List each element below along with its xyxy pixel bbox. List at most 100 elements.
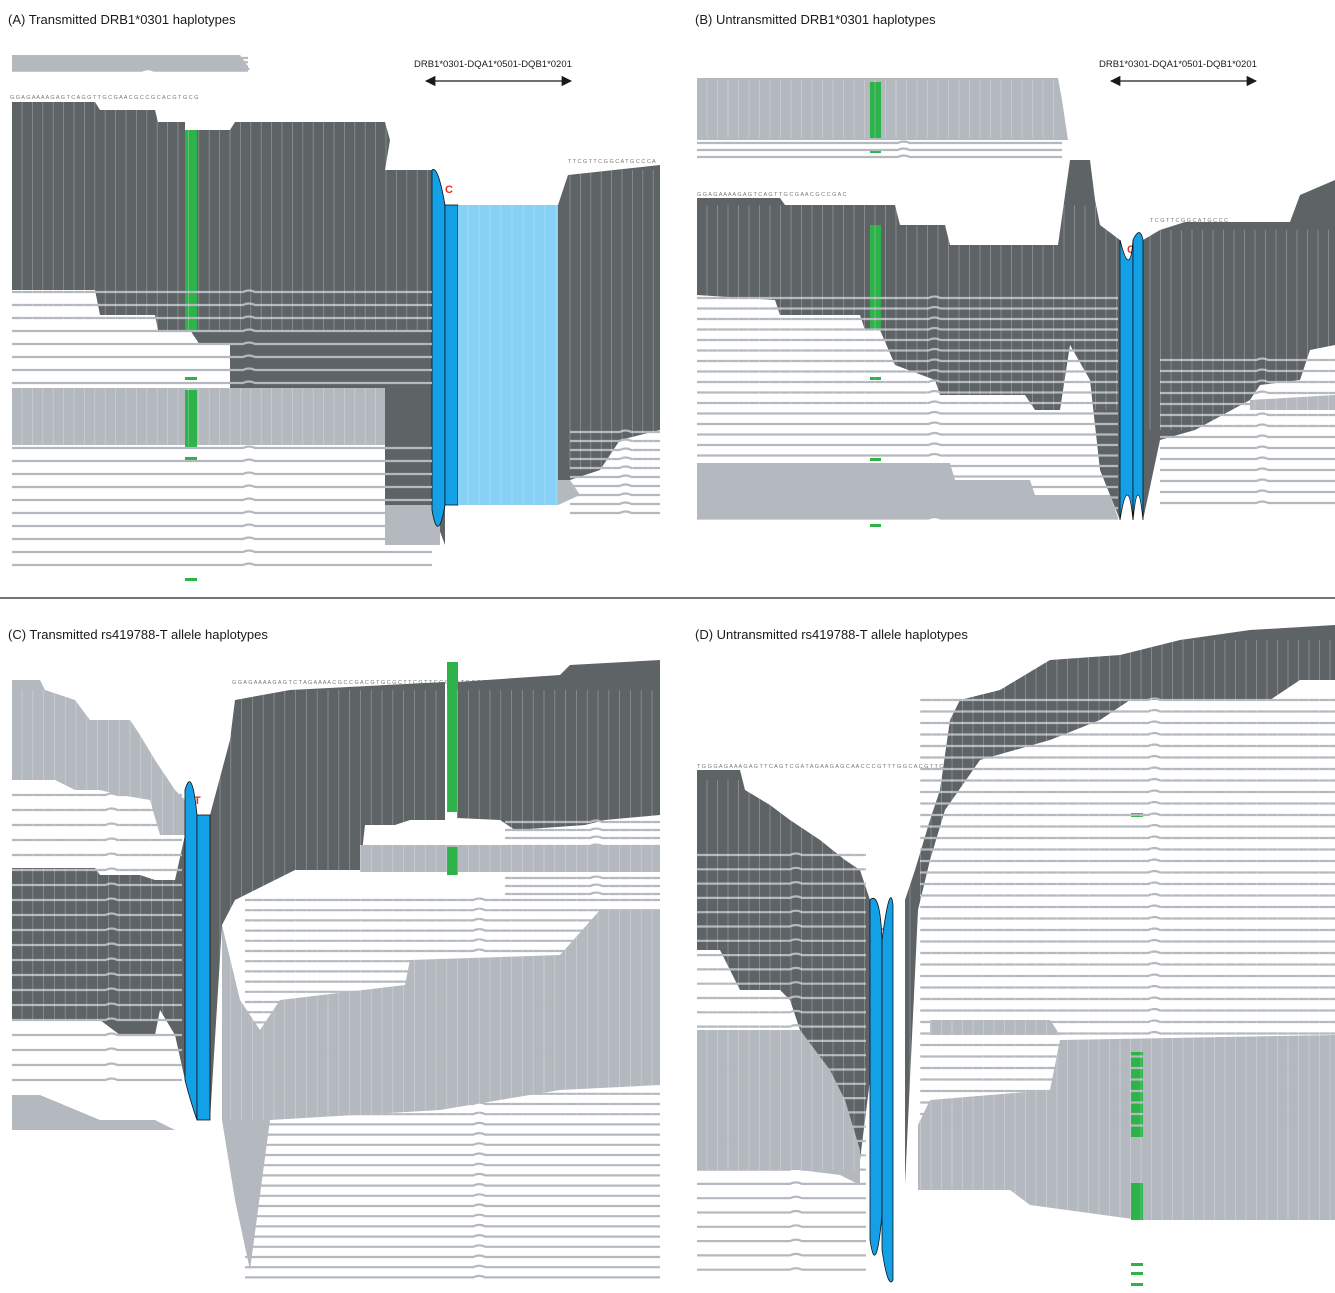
- panel-b-strand: [697, 358, 1118, 363]
- panel-c-strand: [245, 948, 660, 953]
- panel-a-strand: [12, 302, 432, 307]
- panel-b-strand: [697, 484, 1118, 489]
- panel-d-strand: [920, 743, 1335, 748]
- panel-d-strand: [920, 904, 1335, 909]
- panel-b-strand: [697, 421, 1118, 426]
- panel-c-strand: [245, 1091, 660, 1095]
- panel-a-strand: [570, 492, 660, 497]
- panel-b-strand: [697, 463, 1118, 468]
- column-dividers: [21, 80, 1331, 1220]
- panel-a-strand: [570, 447, 660, 452]
- panel-d-strand: [697, 1124, 866, 1128]
- panel-d-strand: [697, 1138, 866, 1143]
- panel-a-bands: [12, 55, 660, 545]
- panel-b-strand: [697, 326, 1118, 331]
- panel-b-strand: [697, 442, 1118, 447]
- panel-d-strand: [920, 996, 1335, 1001]
- panel-d-strand: [920, 869, 1335, 874]
- panel-b-strand: [1160, 467, 1335, 472]
- panel-a-strand: [12, 63, 248, 68]
- panel-a-strand: [12, 315, 432, 320]
- panel-b-sequence-right: T C G T T C G G C A T G C C C: [1150, 218, 1228, 224]
- panel-c-strand: [12, 957, 182, 962]
- panel-c-strand: [245, 968, 660, 973]
- panel-d-strand: [697, 1095, 866, 1100]
- panel-c-strand: [12, 867, 182, 872]
- panel-b-green-marker-2: [870, 225, 881, 330]
- panel-d-strand: [697, 952, 866, 957]
- panel-d-strand: [697, 909, 866, 914]
- panel-d-strand: [697, 966, 866, 971]
- panel-c-sequence-top: G G A G A A A A G A G T C T A G A A A A …: [232, 680, 491, 686]
- panel-c-strand: [245, 928, 660, 932]
- panel-d-strand: [697, 923, 866, 928]
- panel-c-strand: [505, 851, 660, 856]
- panel-a-strand: [12, 341, 432, 346]
- panel-b-strand: [1160, 412, 1335, 417]
- panel-c-strand: [505, 835, 660, 840]
- panel-b-green-marker-1: [870, 82, 881, 138]
- panel-c-title: (C) Transmitted rs419788-T allele haplot…: [8, 627, 268, 642]
- panel-c-bands: [12, 660, 660, 1270]
- panel-d-strand: [920, 1065, 1335, 1070]
- panel-c-strand: [505, 819, 660, 824]
- panel-c-strand: [245, 897, 660, 902]
- panel-c-strand: [245, 917, 660, 922]
- panel-d-strand: [920, 1111, 1335, 1116]
- panel-c-strand: [245, 1101, 660, 1106]
- panel-d-strand: [920, 766, 1335, 771]
- panel-c-strand: [245, 958, 660, 963]
- panel-d-strand: [920, 858, 1335, 863]
- panel-a-strand: [12, 354, 432, 359]
- panel-d-highlight: [869, 897, 894, 1283]
- panel-a-strand: [12, 458, 432, 463]
- panel-a-strand: [570, 438, 660, 443]
- panel-c-strand: [245, 1162, 660, 1167]
- panel-a-sequence-right: T T C G T T C G G C A T G C C C A: [568, 159, 656, 165]
- panel-b-strand: [1160, 489, 1335, 494]
- panel-c-strand: [12, 822, 182, 827]
- panel-c-strand: [245, 1030, 660, 1034]
- panel-c-strand: [245, 979, 660, 983]
- panel-c-strand: [245, 1009, 660, 1014]
- panel-b-strand: [697, 505, 1118, 510]
- panel-b-strand: [697, 154, 1062, 159]
- panel-c-strand: [505, 883, 660, 888]
- panel-c-strand: [12, 942, 182, 947]
- panel-b-strand: [697, 473, 1118, 478]
- panel-d-strand: [920, 697, 1335, 702]
- panel-b-strand: [1160, 423, 1335, 428]
- panel-c-strand: [12, 927, 182, 932]
- panel-c-strand: [245, 1050, 660, 1055]
- panel-c-strand: [505, 827, 660, 832]
- panel-b-strand: [1160, 379, 1335, 384]
- panel-c-strand: [245, 1121, 660, 1126]
- panel-c: (C) Transmitted rs419788-T allele haplot…: [8, 627, 660, 1270]
- panel-d-strand: [920, 1076, 1335, 1081]
- panel-b-strand: [1160, 357, 1335, 362]
- panel-a-strand: [570, 510, 660, 515]
- panel-d-strand: [697, 1109, 866, 1114]
- panel-d-strand: [920, 720, 1335, 725]
- panel-d-strand: [920, 754, 1335, 759]
- panel-b-strand: [1160, 434, 1335, 439]
- panel-d-strand: [920, 1007, 1335, 1012]
- panel-d-strand: [920, 1019, 1335, 1024]
- panel-b-green-tick-2: [870, 377, 881, 380]
- panel-d-strand: [920, 961, 1335, 966]
- panel-a-strand: [570, 456, 660, 461]
- panel-d-strand: [697, 866, 866, 871]
- panel-c-strand: [505, 891, 660, 896]
- panel-a-green-marker-2: [185, 390, 197, 447]
- panel-a-strand: [12, 510, 432, 515]
- panel-d-strand: [920, 777, 1335, 782]
- panel-c-strand: [12, 837, 182, 842]
- panel-d-strand: [697, 1209, 866, 1214]
- panel-a-allele-label: C: [445, 184, 453, 196]
- panel-d-strand: [920, 800, 1335, 805]
- panel-c-strand: [12, 897, 182, 902]
- panel-d-strand: [920, 731, 1335, 736]
- panel-d-strand: [697, 1152, 866, 1157]
- panel-d-strand: [920, 881, 1335, 886]
- panel-d-strand: [920, 915, 1335, 920]
